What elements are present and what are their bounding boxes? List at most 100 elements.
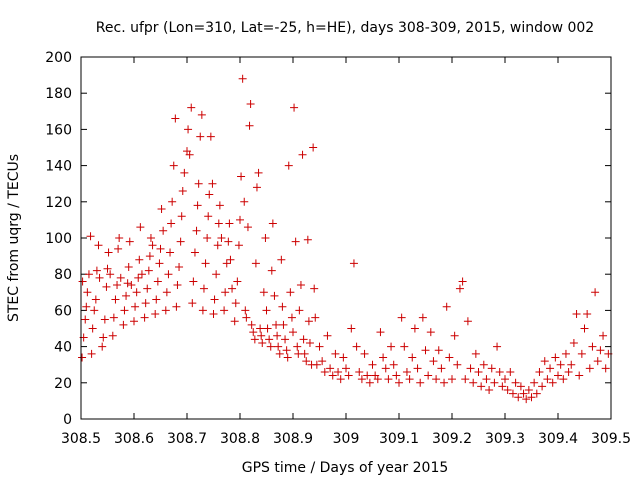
data-point — [189, 277, 198, 286]
data-point — [482, 375, 491, 384]
data-point — [162, 288, 171, 297]
data-point — [275, 349, 284, 358]
data-point — [250, 335, 259, 344]
data-point — [136, 223, 145, 232]
data-point — [143, 284, 152, 293]
data-point — [177, 212, 186, 221]
data-point — [83, 288, 92, 297]
data-point — [173, 281, 182, 290]
data-point — [554, 371, 562, 380]
data-point — [318, 357, 327, 366]
data-point — [114, 244, 123, 253]
data-point — [113, 281, 122, 290]
data-point — [572, 310, 581, 319]
data-point — [593, 357, 602, 366]
data-point — [471, 349, 480, 358]
data-point — [78, 277, 87, 286]
data-point — [279, 320, 288, 329]
y-tick-label: 100 — [45, 231, 72, 247]
data-point — [197, 110, 206, 119]
data-point — [187, 103, 196, 112]
data-point — [185, 150, 194, 159]
data-point — [265, 335, 274, 344]
data-point — [311, 313, 320, 322]
y-tick-label: 140 — [45, 159, 72, 175]
data-point — [194, 179, 203, 188]
data-point — [344, 371, 353, 380]
data-point — [524, 386, 533, 395]
data-point — [109, 313, 118, 322]
data-point — [144, 266, 153, 275]
data-point — [373, 375, 382, 384]
data-point — [392, 371, 401, 380]
data-point — [201, 259, 210, 268]
data-point — [495, 367, 504, 376]
data-point — [231, 299, 240, 308]
data-point — [278, 302, 287, 311]
data-point — [157, 205, 166, 214]
data-point — [151, 310, 160, 319]
data-point — [397, 313, 406, 322]
data-point — [130, 317, 138, 326]
data-point — [152, 295, 161, 304]
data-point — [387, 342, 396, 351]
x-axis-label: GPS time / Days of year 2015 — [242, 460, 449, 476]
data-point — [522, 395, 531, 404]
data-point — [514, 393, 523, 402]
data-point — [328, 371, 337, 380]
data-point — [418, 313, 427, 322]
data-point — [303, 235, 312, 244]
data-point — [92, 266, 101, 275]
data-point — [389, 360, 398, 369]
data-point — [284, 161, 293, 170]
data-point — [315, 342, 324, 351]
data-point — [530, 378, 539, 387]
data-point — [564, 367, 573, 376]
data-point — [225, 219, 234, 228]
data-point — [508, 389, 517, 398]
data-point — [137, 270, 146, 279]
data-point — [132, 288, 141, 297]
data-point — [95, 273, 104, 282]
data-point — [212, 270, 221, 279]
data-point — [91, 295, 100, 304]
x-tick-label: 308.8 — [220, 431, 260, 447]
data-point — [295, 306, 304, 315]
data-point — [188, 299, 197, 308]
data-point — [192, 226, 201, 235]
data-point — [123, 279, 132, 288]
data-point — [538, 382, 547, 391]
data-point — [448, 375, 456, 384]
data-point — [432, 375, 441, 384]
data-point — [262, 306, 271, 315]
chart-title: Rec. ufpr (Lon=310, Lat=-25, h=HE), days… — [96, 20, 594, 36]
data-point — [437, 364, 446, 373]
data-point — [168, 197, 177, 206]
data-point — [293, 342, 302, 351]
data-point — [466, 364, 475, 373]
y-tick-label: 120 — [45, 195, 72, 211]
data-point — [252, 183, 261, 192]
data-point — [583, 310, 592, 319]
data-point — [209, 310, 218, 319]
data-point — [104, 248, 113, 257]
data-point — [286, 288, 295, 297]
data-point — [450, 331, 459, 340]
data-point — [217, 234, 226, 242]
data-point — [257, 331, 266, 340]
data-point — [205, 190, 214, 199]
data-point — [98, 342, 107, 351]
x-tick-label: 309.3 — [485, 431, 525, 447]
data-point — [159, 226, 168, 235]
data-point — [310, 284, 319, 293]
data-point — [384, 375, 393, 384]
data-point — [360, 349, 369, 358]
x-tick-label: 308.6 — [114, 431, 154, 447]
data-point — [300, 349, 309, 358]
x-tick-label: 309 — [333, 431, 360, 447]
data-point — [103, 264, 112, 273]
data-point — [220, 306, 229, 315]
data-point — [134, 273, 143, 282]
data-point — [259, 288, 268, 297]
data-point — [569, 338, 578, 347]
